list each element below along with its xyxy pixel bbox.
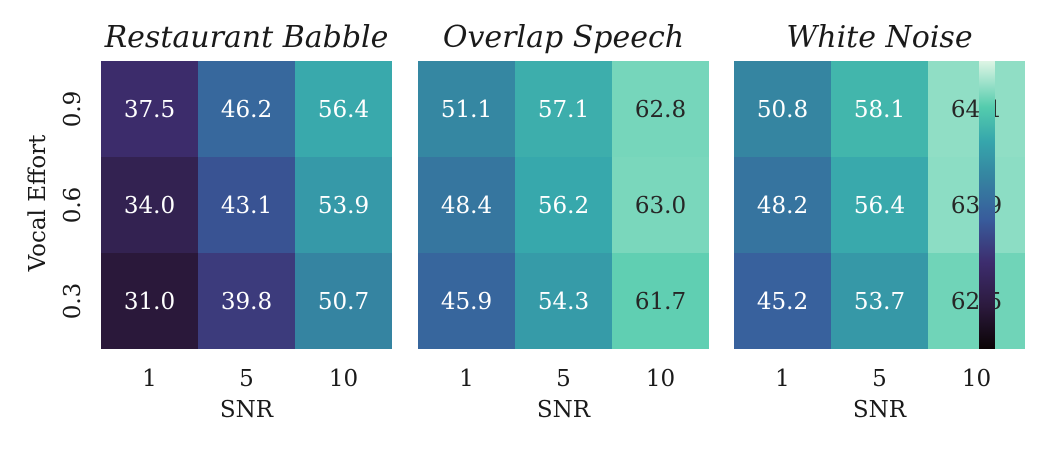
heatmap-cell [831, 157, 928, 253]
heatmap-cell [612, 157, 709, 253]
y-axis-label: Vocal Effort [25, 134, 51, 273]
heatmap-cell [928, 253, 1025, 349]
y-tick-label: 0.6 [60, 187, 86, 224]
x-tick-label: 1 [459, 366, 474, 392]
heatmap-cell [515, 157, 612, 253]
cell-value-label: 48.2 [757, 193, 808, 219]
x-tick-label: 5 [556, 366, 571, 392]
panel-title: White Noise [786, 20, 972, 55]
y-tick-label: 0.3 [60, 283, 86, 320]
colorbar-gradient [979, 61, 995, 349]
x-tick-label: 5 [872, 366, 887, 392]
heatmap-cell [101, 61, 198, 157]
cell-value-label: 53.7 [854, 289, 905, 315]
cell-value-label: 58.1 [854, 97, 905, 123]
cell-value-label: 50.8 [757, 97, 808, 123]
heatmap-panels: Restaurant Babble 37.5 46.2 56.4 34.0 43.1 53.… [60, 20, 1025, 423]
heatmap-cell [831, 253, 928, 349]
heatmap-cell [831, 61, 928, 157]
cell-value-label: 54.3 [538, 289, 589, 315]
cell-value-label: 43.1 [221, 193, 272, 219]
cell-value-label: 48.4 [441, 193, 492, 219]
heatmap-cell [612, 253, 709, 349]
heatmap-cell [198, 157, 295, 253]
heatmap-cell [734, 253, 831, 349]
cell-value-label: 45.9 [441, 289, 492, 315]
heatmap-panel: Overlap Speech 51.1 57.1 62.8 48.4 56.2 63.0 45… [418, 20, 709, 423]
heatmap-cell [734, 157, 831, 253]
cell-value-label: 56.4 [318, 97, 369, 123]
heatmap-cell [101, 253, 198, 349]
x-tick-label: 5 [239, 366, 254, 392]
cell-value-label: 34.0 [124, 193, 175, 219]
x-axis-label: SNR [220, 397, 274, 423]
heatmap-cell [295, 157, 392, 253]
heatmap-cell [734, 61, 831, 157]
heatmap-cell [295, 253, 392, 349]
heatmap-cell [198, 253, 295, 349]
heatmap-cell [515, 253, 612, 349]
cell-value-label: 39.8 [221, 289, 272, 315]
heatmap-cell [515, 61, 612, 157]
heatmap-panel: Restaurant Babble 37.5 46.2 56.4 34.0 43.1 53.… [101, 20, 392, 423]
cell-value-label: 31.0 [124, 289, 175, 315]
cell-value-label: 63.0 [635, 193, 686, 219]
cell-value-label: 51.1 [441, 97, 492, 123]
x-tick-label: 1 [775, 366, 790, 392]
panel-title: Overlap Speech [443, 20, 684, 55]
x-tick-label: 10 [646, 366, 675, 392]
heatmap-cell [295, 61, 392, 157]
heatmap-cell [198, 61, 295, 157]
x-axis-label: SNR [537, 397, 591, 423]
cell-value-label: 57.1 [538, 97, 589, 123]
cell-value-label: 62.8 [635, 97, 686, 123]
cell-value-label: 56.2 [538, 193, 589, 219]
x-tick-label: 10 [962, 366, 991, 392]
cell-value-label: 61.7 [635, 289, 686, 315]
heatmap-cell [928, 61, 1025, 157]
cell-value-label: 56.4 [854, 193, 905, 219]
cell-value-label: 46.2 [221, 97, 272, 123]
panel-title: Restaurant Babble [104, 20, 389, 55]
x-axis-label: SNR [853, 397, 907, 423]
y-tick-label: 0.9 [60, 91, 86, 128]
cell-value-label: 45.2 [757, 289, 808, 315]
heatmap-cell [928, 157, 1025, 253]
heatmap-cell [418, 157, 515, 253]
heatmap-cell [612, 61, 709, 157]
heatmap-cell [418, 253, 515, 349]
colorbar [979, 61, 995, 349]
cell-value-label: 50.7 [318, 289, 369, 315]
x-tick-label: 1 [142, 366, 157, 392]
x-tick-label: 10 [329, 366, 358, 392]
heatmap-cell [418, 61, 515, 157]
cell-value-label: 37.5 [124, 97, 175, 123]
cell-value-label: 53.9 [318, 193, 369, 219]
heatmap-cell [101, 157, 198, 253]
